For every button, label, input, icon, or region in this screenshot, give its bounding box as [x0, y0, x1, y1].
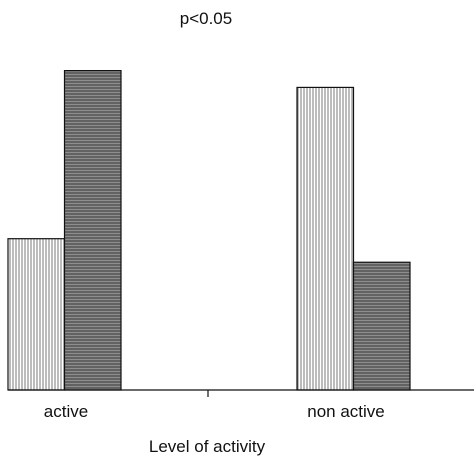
bar-active-series-1 — [7, 238, 66, 391]
x-axis-title: Level of activity — [149, 437, 266, 456]
bar-active-series-2 — [63, 70, 122, 391]
bar-non-active-series-1 — [296, 86, 355, 391]
significance-annotation: p<0.05 — [180, 9, 232, 28]
x-tick-label-active: active — [44, 402, 88, 421]
x-ticks: active non active — [44, 390, 385, 421]
bars-layer — [7, 70, 411, 391]
x-tick-label-non-active: non active — [307, 402, 385, 421]
bar-non-active-series-2 — [352, 261, 411, 391]
